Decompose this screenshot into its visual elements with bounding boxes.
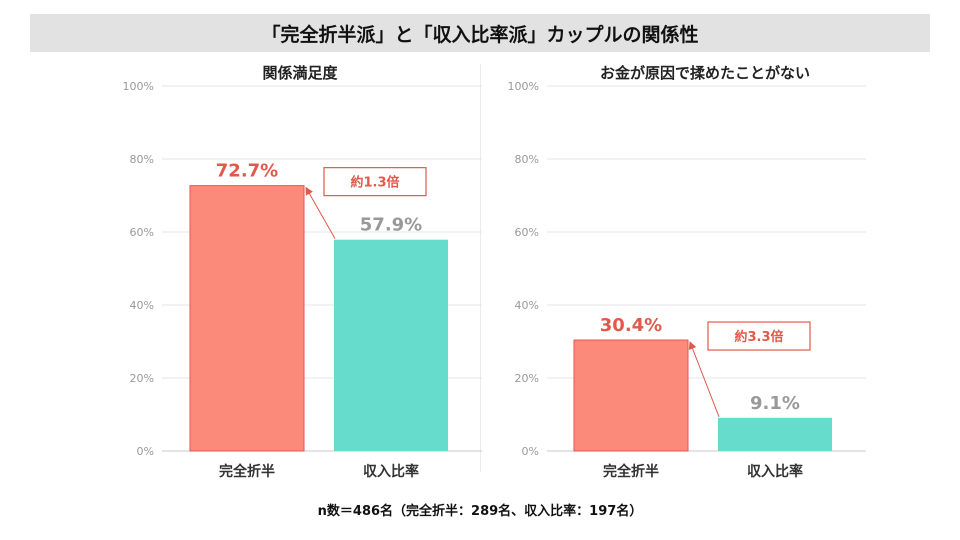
x-category-label: 収入比率 xyxy=(363,463,419,480)
panel-divider xyxy=(480,64,481,472)
bar-value-label: 57.9% xyxy=(360,215,422,236)
y-tick-label: 60% xyxy=(515,226,539,239)
y-tick-label: 20% xyxy=(130,372,154,385)
sample-size-note: n数＝486名（完全折半：289名、収入比率：197名） xyxy=(317,504,643,519)
ratio-callout-label: 約1.3倍 xyxy=(350,175,399,191)
ratio-callout-box xyxy=(707,321,811,351)
chart-title: 関係満足度 xyxy=(262,64,338,82)
y-tick-label: 80% xyxy=(515,153,539,166)
x-category-label: 完全折半 xyxy=(219,463,275,480)
bar-value-label: 30.4% xyxy=(600,315,662,336)
x-category-label: 完全折半 xyxy=(603,463,659,480)
ratio-callout-box xyxy=(323,167,427,197)
ratio-arrow xyxy=(305,186,336,239)
y-tick-label: 100% xyxy=(508,80,539,93)
y-tick-label: 80% xyxy=(130,153,154,166)
ratio-arrow xyxy=(688,341,720,417)
bar-full-split xyxy=(573,339,689,452)
y-tick-label: 0% xyxy=(137,445,154,458)
bar-value-label: 72.7% xyxy=(216,161,278,182)
y-tick-label: 40% xyxy=(515,299,539,312)
bar-income-ratio xyxy=(718,417,832,451)
y-tick-label: 20% xyxy=(515,372,539,385)
ratio-callout-label: 約3.3倍 xyxy=(734,329,783,345)
y-tick-label: 40% xyxy=(130,299,154,312)
x-category-label: 収入比率 xyxy=(747,463,803,480)
y-tick-label: 100% xyxy=(123,80,154,93)
bar-value-label: 9.1% xyxy=(750,393,800,414)
y-tick-label: 0% xyxy=(522,445,539,458)
slide-title: 「完全折半派」と「収入比率派」カップルの関係性 xyxy=(30,14,930,52)
y-tick-label: 60% xyxy=(130,226,154,239)
bar-income-ratio xyxy=(334,239,448,451)
chart-title: お金が原因で揉めたことがない xyxy=(600,64,810,82)
bar-full-split xyxy=(189,185,305,452)
